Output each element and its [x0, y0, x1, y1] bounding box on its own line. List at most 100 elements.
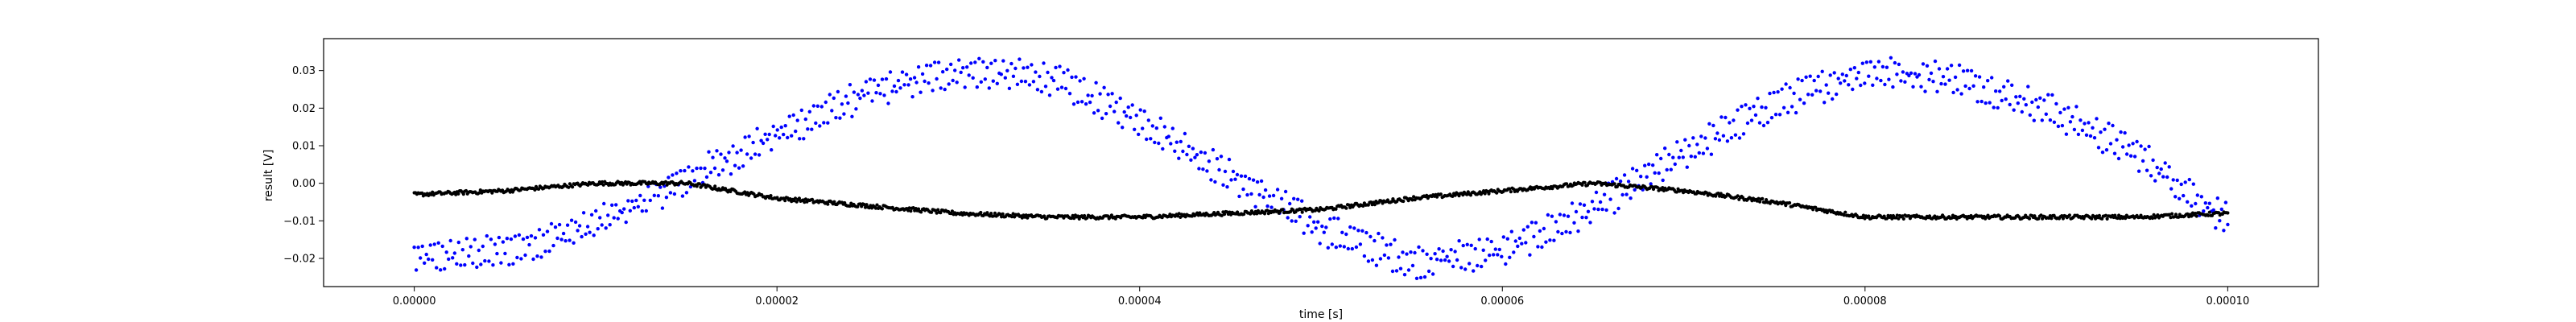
black-point: [571, 185, 575, 189]
blue-point: [1864, 60, 1868, 64]
blue-point: [836, 89, 840, 94]
black-point: [537, 187, 541, 191]
blue-point: [1657, 171, 1661, 175]
blue-point: [1350, 246, 1355, 251]
blue-point: [1233, 177, 1237, 181]
x-tick-label: 0.00010: [2206, 295, 2249, 308]
blue-point: [1005, 68, 1009, 73]
blue-point: [640, 209, 644, 213]
blue-point: [569, 218, 574, 222]
blue-point: [1406, 268, 1411, 272]
blue-point: [1806, 93, 1810, 97]
blue-point: [770, 148, 774, 152]
blue-point: [1173, 149, 1177, 153]
blue-point: [1133, 127, 1137, 131]
blue-point: [1488, 253, 1492, 258]
blue-point: [2006, 79, 2010, 83]
blue-point: [1947, 78, 1951, 82]
blue-point: [1443, 258, 1447, 262]
blue-point: [1836, 76, 1840, 80]
blue-point: [573, 220, 578, 225]
blue-point: [2050, 93, 2054, 97]
black-point: [1895, 213, 1899, 217]
blue-point: [759, 138, 763, 142]
blue-point: [1945, 67, 1950, 71]
blue-point: [704, 175, 709, 180]
blue-point: [1951, 90, 1955, 95]
blue-point: [444, 250, 448, 254]
blue-point: [1324, 225, 1328, 229]
blue-point: [1489, 239, 1493, 244]
blue-point: [2123, 130, 2127, 135]
blue-point: [876, 83, 881, 88]
blue-point: [1102, 85, 1106, 90]
blue-point: [1713, 137, 1718, 141]
black-point: [1410, 198, 1414, 202]
blue-point: [435, 266, 439, 270]
blue-point: [1245, 192, 1249, 197]
blue-point: [699, 166, 703, 171]
blue-point: [2036, 105, 2040, 109]
blue-point: [2062, 107, 2066, 111]
blue-point: [936, 60, 941, 64]
blue-point: [1348, 225, 1352, 229]
blue-point: [541, 233, 546, 237]
blue-point: [1760, 105, 1764, 109]
plot-frame: [323, 38, 2319, 287]
blue-point: [1941, 75, 1946, 79]
blue-point: [1174, 140, 1179, 144]
blue-point: [503, 251, 507, 256]
blue-point: [2161, 175, 2165, 179]
blue-point: [1921, 62, 1926, 66]
blue-point: [2206, 205, 2210, 210]
blue-point: [636, 204, 640, 208]
blue-point: [896, 78, 901, 83]
blue-point: [832, 96, 836, 101]
blue-point: [1054, 65, 1058, 70]
blue-point: [1153, 140, 1157, 145]
blue-point: [1715, 131, 1719, 135]
blue-point: [1207, 159, 1212, 163]
blue-point: [846, 101, 850, 105]
black-point: [1069, 216, 1074, 221]
blue-point: [1096, 109, 1100, 113]
blue-point: [576, 229, 580, 233]
black-point: [1076, 214, 1080, 218]
blue-point: [2187, 177, 2191, 182]
blue-point: [1568, 230, 1572, 235]
blue-point: [1418, 275, 1423, 280]
black-point: [1220, 213, 1224, 217]
blue-point: [1840, 72, 1844, 76]
black-point: [810, 197, 815, 201]
blue-point: [888, 70, 893, 74]
blue-point: [1578, 202, 1583, 206]
blue-point: [1080, 100, 1084, 104]
blue-point: [1953, 75, 1958, 80]
blue-point: [1777, 113, 1782, 117]
black-point: [420, 191, 424, 195]
blue-point: [1649, 182, 1653, 186]
blue-point: [1596, 207, 1600, 212]
black-point: [1901, 214, 1905, 218]
blue-point: [991, 79, 996, 83]
y-tick-label: 0.00: [292, 178, 316, 190]
blue-point: [1588, 221, 1592, 225]
blue-point: [2215, 196, 2219, 200]
blue-point: [1554, 220, 1558, 224]
blue-point: [2052, 120, 2057, 124]
blue-point: [844, 94, 848, 98]
blue-point: [447, 257, 451, 262]
blue-point: [564, 239, 568, 243]
blue-point: [1501, 235, 1506, 239]
blue-point: [826, 121, 830, 125]
black-point: [1843, 210, 1847, 214]
black-point: [1954, 214, 1958, 218]
blue-point: [2115, 138, 2119, 142]
black-point: [1907, 214, 1911, 218]
blue-point: [1671, 155, 1675, 159]
blue-point: [735, 151, 739, 155]
blue-point: [1170, 126, 1175, 130]
blue-point: [1847, 83, 1851, 87]
blue-point: [1512, 250, 1516, 254]
black-point: [1861, 213, 1865, 217]
